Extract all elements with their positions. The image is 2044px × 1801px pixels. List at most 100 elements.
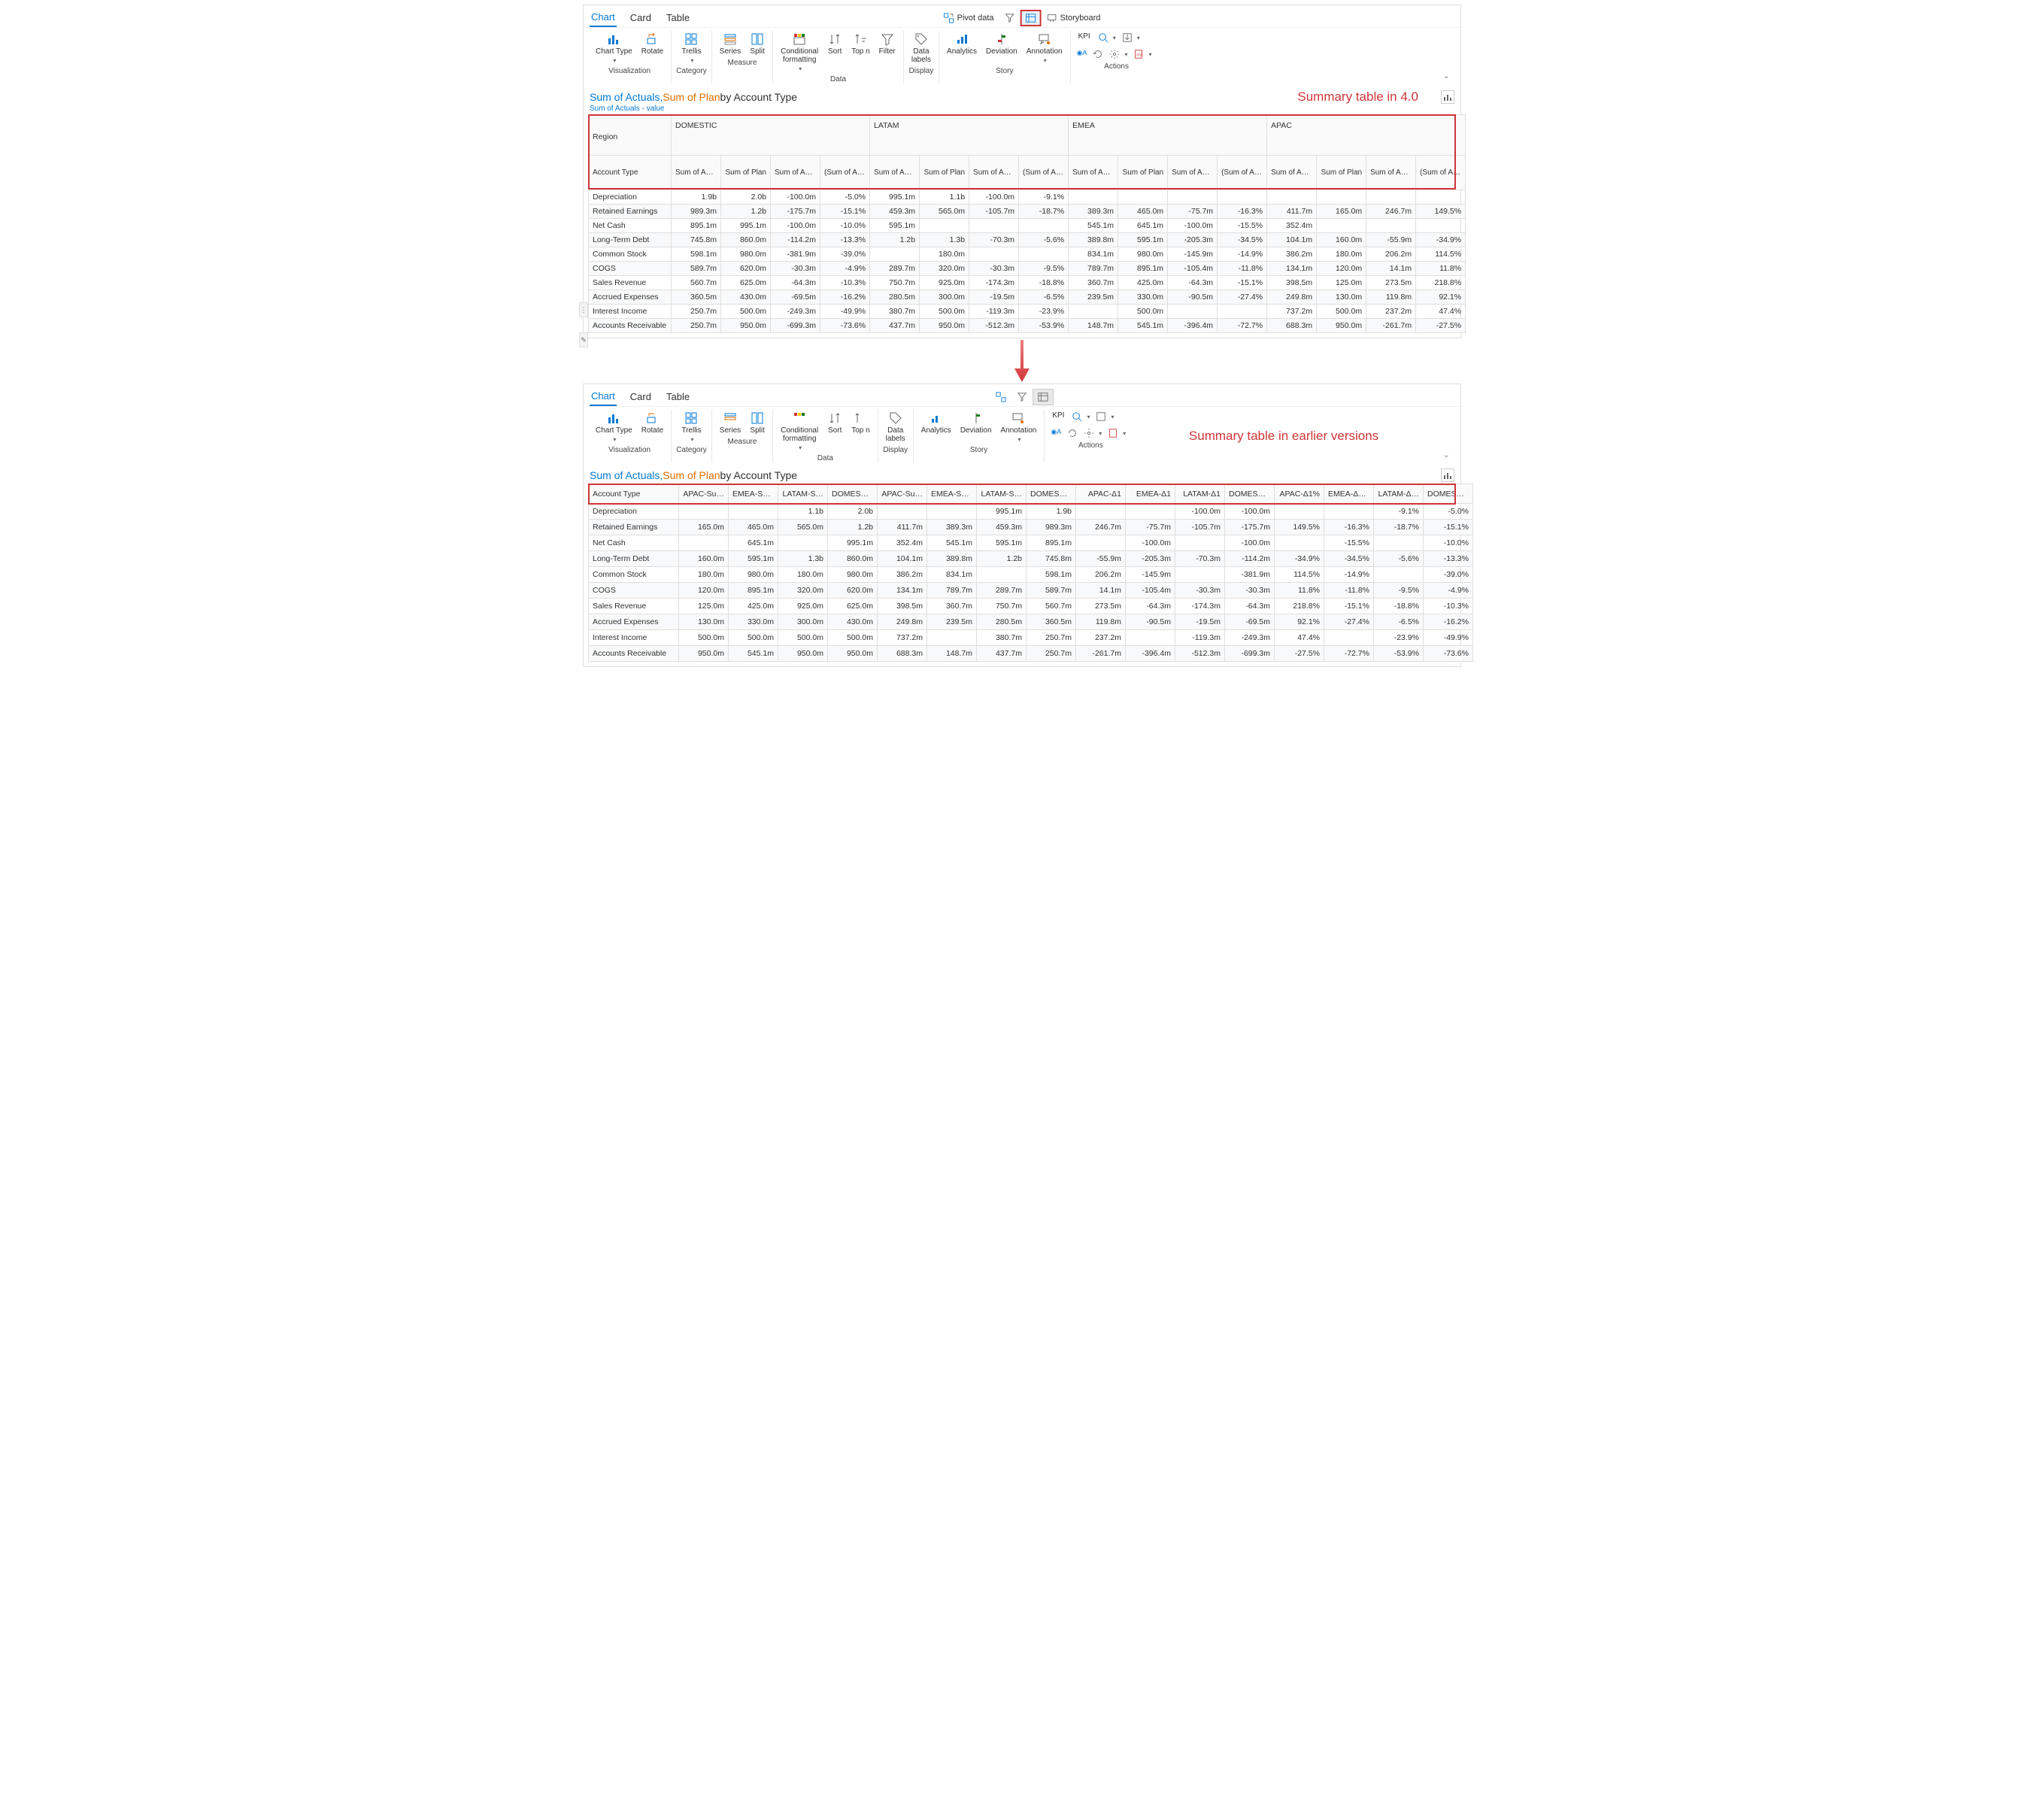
table-row[interactable]: Sales Revenue125.0m425.0m925.0m625.0m398… (589, 599, 1473, 614)
column-header[interactable]: DOMESTI… (1424, 484, 1473, 504)
rotate-button-2[interactable]: Rotate (638, 410, 666, 436)
region-header[interactable]: APAC (1267, 115, 1466, 156)
metric-header[interactable]: (Sum of Actuals - Sum of… (1218, 156, 1267, 190)
column-header[interactable]: EMEA-Su… (927, 484, 977, 504)
pivot-data-button-2[interactable] (990, 389, 1011, 405)
side-handle-2[interactable]: ✎ (579, 332, 588, 347)
table-row[interactable]: Long-Term Debt160.0m595.1m1.3b860.0m104.… (589, 551, 1473, 567)
column-header[interactable]: Account Type (589, 484, 679, 504)
summary-table-button-2[interactable] (1033, 389, 1054, 405)
trellis-button[interactable]: Trellis ▾ (678, 31, 704, 65)
table-row[interactable]: COGS589.7m620.0m-30.3m-4.9%289.7m320.0m-… (589, 262, 1466, 276)
reset-button[interactable] (1091, 47, 1105, 61)
rotate-button[interactable]: Rotate (638, 31, 666, 57)
column-header[interactable]: APAC-Δ1% (1275, 484, 1324, 504)
region-header[interactable]: LATAM (870, 115, 1069, 156)
annotation-button-2[interactable]: Annotation▾ (998, 410, 1040, 444)
filter-top-button[interactable] (999, 10, 1020, 26)
settings-button-2[interactable]: ▾ (1082, 426, 1103, 440)
split-button[interactable]: Split (747, 31, 768, 57)
deviation-button-2[interactable]: Deviation (957, 410, 995, 436)
table-row[interactable]: Retained Earnings165.0m465.0m565.0m1.2b4… (589, 520, 1473, 535)
kpi-button-2[interactable]: KPI (1049, 410, 1067, 421)
series-button[interactable]: Series (717, 31, 744, 57)
tab-card[interactable]: Card (629, 9, 653, 26)
tab-table[interactable]: Table (665, 9, 691, 26)
data-labels-button[interactable]: Data labels (908, 31, 934, 65)
column-header[interactable]: EMEA-Δ1% (1324, 484, 1374, 504)
pivot-data-button[interactable]: Pivot data (939, 10, 999, 26)
region-header[interactable]: EMEA (1069, 115, 1267, 156)
search-button[interactable]: ▾ (1096, 31, 1118, 44)
sort-button[interactable]: Sort (824, 31, 845, 57)
deviation-button[interactable]: Deviation (983, 31, 1020, 57)
tab-chart[interactable]: Chart (590, 8, 617, 27)
column-header[interactable]: EMEA-Su… (729, 484, 778, 504)
table-row[interactable]: Common Stock180.0m980.0m180.0m980.0m386.… (589, 567, 1473, 583)
side-handle-1[interactable]: ⋮ (579, 302, 588, 317)
data-labels-button-2[interactable]: Data labels (883, 410, 908, 444)
trellis-button-2[interactable]: Trellis▾ (678, 410, 704, 444)
metric-header[interactable]: (Sum of Actuals - Sum of… (1416, 156, 1466, 190)
chart-toggle-button-2[interactable] (1441, 468, 1454, 482)
column-header[interactable]: APAC-Su… (878, 484, 927, 504)
region-header[interactable]: DOMESTIC (672, 115, 870, 156)
metric-header[interactable]: Sum of Plan (920, 156, 969, 190)
metric-header[interactable]: Sum of Actuals (1069, 156, 1118, 190)
annotation-button[interactable]: Annotation ▾ (1024, 31, 1066, 65)
metric-header[interactable]: Sum of Actuals - Sum of… (1366, 156, 1416, 190)
table-row[interactable]: Net Cash645.1m995.1m352.4m545.1m595.1m89… (589, 535, 1473, 551)
metric-header[interactable]: Sum of Actuals - Sum of… (1168, 156, 1218, 190)
table-row[interactable]: Accrued Expenses130.0m330.0m300.0m430.0m… (589, 614, 1473, 630)
table-row[interactable]: Depreciation1.1b2.0b995.1m1.9b-100.0m-10… (589, 504, 1473, 520)
filter-top-button-2[interactable] (1011, 389, 1033, 405)
cond-fmt-button-2[interactable]: Conditional formatting▾ (778, 410, 821, 453)
export-button[interactable]: ▾ (1121, 31, 1142, 44)
chart-toggle-button[interactable] (1441, 90, 1454, 104)
metric-header[interactable]: Sum of Plan (1317, 156, 1366, 190)
table-row[interactable]: Sales Revenue560.7m625.0m-64.3m-10.3%750… (589, 276, 1466, 290)
metric-header[interactable]: Sum of Actuals (870, 156, 920, 190)
pdf-button-2[interactable]: ▾ (1106, 426, 1127, 440)
expand-ribbon-button-2[interactable]: ⌄ (1437, 447, 1456, 462)
column-header[interactable]: DOMESTI… (1225, 484, 1275, 504)
table-row[interactable]: Interest Income500.0m500.0m500.0m500.0m7… (589, 630, 1473, 646)
search-button-2[interactable]: ▾ (1070, 410, 1091, 423)
tab-chart-2[interactable]: Chart (590, 387, 617, 406)
kpi-button[interactable]: KPI (1075, 31, 1093, 42)
table-row[interactable]: Accrued Expenses360.5m430.0m-69.5m-16.2%… (589, 290, 1466, 305)
metric-header[interactable]: (Sum of Actuals - Sum of… (1019, 156, 1069, 190)
column-header[interactable]: DOMESTI… (828, 484, 878, 504)
metric-header[interactable]: Sum of Actuals (1267, 156, 1317, 190)
metric-header[interactable]: Sum of Actuals (672, 156, 721, 190)
reset-button-2[interactable] (1066, 426, 1079, 440)
topn-button-2[interactable]: Top n (848, 410, 872, 436)
table-row[interactable]: Accounts Receivable950.0m545.1m950.0m950… (589, 646, 1473, 662)
column-header[interactable]: LATAM-Δ1 (1175, 484, 1225, 504)
table-row[interactable]: Retained Earnings989.3m1.2b-175.7m-15.1%… (589, 205, 1466, 219)
summary-table-button[interactable] (1020, 10, 1042, 26)
analytics-button[interactable]: Analytics (944, 31, 980, 57)
column-header[interactable]: APAC-Δ1 (1076, 484, 1126, 504)
storyboard-button[interactable]: Storyboard (1042, 10, 1106, 26)
filter-button[interactable]: Filter (876, 31, 899, 57)
analytics-button-2[interactable]: Analytics (918, 410, 954, 436)
column-header[interactable]: LATAM-S… (977, 484, 1027, 504)
metric-header[interactable]: Sum of Plan (1118, 156, 1168, 190)
topn-button[interactable]: Top n (848, 31, 872, 57)
chart-type-button[interactable]: Chart Type ▾ (593, 31, 635, 65)
table-row[interactable]: Interest Income250.7m500.0m-249.3m-49.9%… (589, 305, 1466, 319)
series-button-2[interactable]: Series (717, 410, 744, 436)
cond-fmt-button[interactable]: Conditional formatting ▾ (778, 31, 821, 74)
metric-header[interactable]: Sum of Actuals - Sum of… (771, 156, 820, 190)
sort-button-2[interactable]: Sort (824, 410, 845, 436)
expand-ribbon-button[interactable]: ⌄ (1437, 68, 1456, 83)
export-button-2[interactable]: ▾ (1094, 410, 1115, 423)
column-header[interactable]: LATAM-Δ… (1374, 484, 1424, 504)
table-row[interactable]: Common Stock598.1m980.0m-381.9m-39.0%180… (589, 247, 1466, 262)
account-type-header[interactable]: Account Type (589, 156, 672, 190)
table-row[interactable]: COGS120.0m895.1m320.0m620.0m134.1m789.7m… (589, 583, 1473, 599)
settings-button[interactable]: ▾ (1108, 47, 1129, 61)
column-header[interactable]: LATAM-S… (778, 484, 828, 504)
tab-card-2[interactable]: Card (629, 388, 653, 405)
